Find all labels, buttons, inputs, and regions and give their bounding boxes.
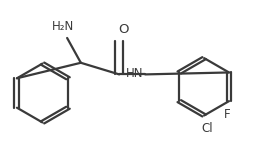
Text: O: O [118,23,129,36]
Text: HN: HN [126,67,144,80]
Text: H₂N: H₂N [52,20,74,33]
Text: F: F [224,108,231,121]
Text: Cl: Cl [201,122,213,135]
